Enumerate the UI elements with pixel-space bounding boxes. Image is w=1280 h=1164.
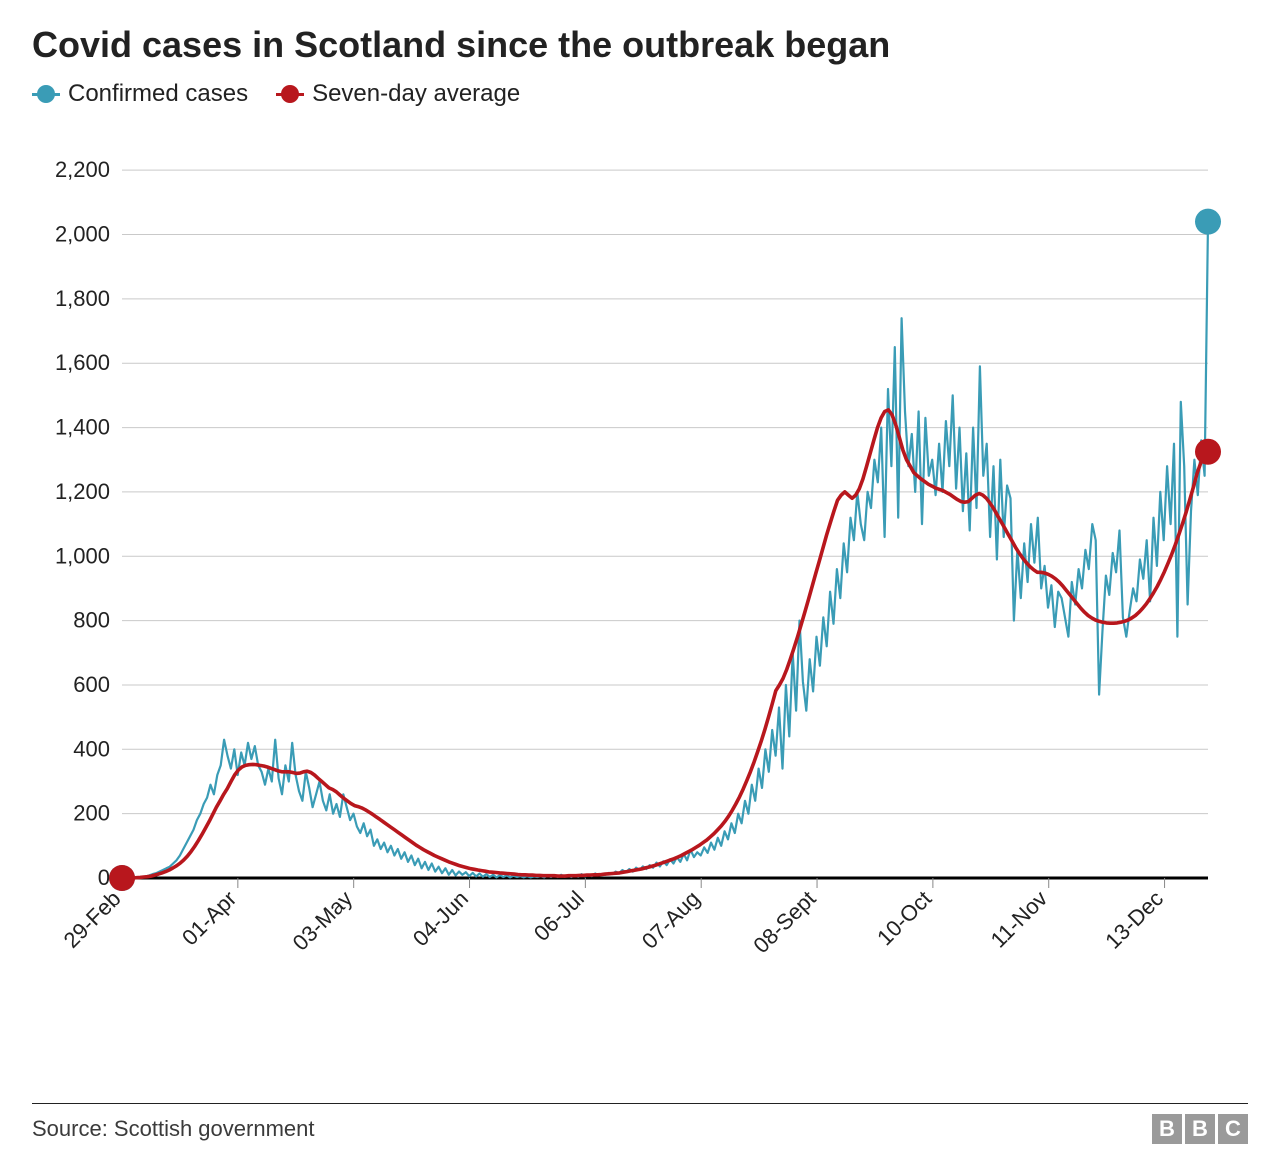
svg-text:08-Sept: 08-Sept	[748, 886, 820, 958]
svg-text:06-Jul: 06-Jul	[529, 886, 589, 946]
legend-item-confirmed: Confirmed cases	[32, 80, 248, 108]
bbc-box-2: B	[1185, 1114, 1215, 1144]
chart-area: 02004006008001,0001,2001,4001,6001,8002,…	[32, 118, 1248, 1085]
source-text: Source: Scottish government	[32, 1116, 314, 1142]
footer: Source: Scottish government B B C	[32, 1114, 1248, 1144]
footer-rule	[32, 1103, 1248, 1104]
svg-text:03-May: 03-May	[288, 886, 358, 956]
svg-text:1,600: 1,600	[55, 350, 110, 375]
svg-text:600: 600	[73, 672, 110, 697]
legend-line-confirmed	[32, 93, 60, 96]
svg-text:07-Aug: 07-Aug	[637, 886, 705, 954]
svg-text:11-Nov: 11-Nov	[986, 886, 1053, 953]
svg-text:400: 400	[73, 736, 110, 761]
legend-item-avg: Seven-day average	[276, 80, 520, 108]
svg-text:13-Dec: 13-Dec	[1100, 886, 1168, 954]
legend-label-avg: Seven-day average	[312, 80, 520, 108]
bbc-box-1: B	[1152, 1114, 1182, 1144]
legend: Confirmed cases Seven-day average	[32, 80, 1248, 108]
line-chart: 02004006008001,0001,2001,4001,6001,8002,…	[32, 118, 1248, 1018]
bbc-box-3: C	[1218, 1114, 1248, 1144]
svg-text:1,800: 1,800	[55, 286, 110, 311]
svg-text:200: 200	[73, 801, 110, 826]
legend-dot-confirmed	[37, 85, 55, 103]
bbc-logo: B B C	[1152, 1114, 1248, 1144]
legend-dot-avg	[281, 85, 299, 103]
legend-label-confirmed: Confirmed cases	[68, 80, 248, 108]
svg-text:1,400: 1,400	[55, 415, 110, 440]
svg-text:800: 800	[73, 608, 110, 633]
svg-text:04-Jun: 04-Jun	[408, 886, 473, 951]
legend-line-avg	[276, 93, 304, 96]
chart-title: Covid cases in Scotland since the outbre…	[32, 24, 1248, 66]
svg-text:2,200: 2,200	[55, 157, 110, 182]
svg-text:1,200: 1,200	[55, 479, 110, 504]
svg-text:1,000: 1,000	[55, 543, 110, 568]
svg-text:01-Apr: 01-Apr	[177, 886, 241, 950]
svg-text:10-Oct: 10-Oct	[872, 886, 936, 950]
svg-text:2,000: 2,000	[55, 222, 110, 247]
svg-text:29-Feb: 29-Feb	[59, 886, 126, 953]
